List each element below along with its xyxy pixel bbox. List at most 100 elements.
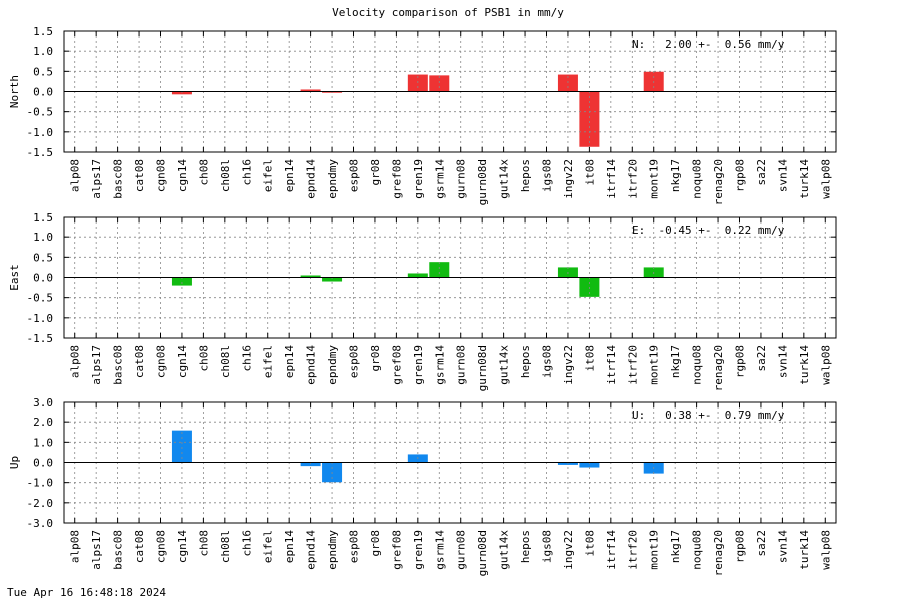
x-tick-label: itrf14 — [605, 345, 618, 385]
x-tick-label: gurn08d — [476, 345, 489, 391]
x-tick-label: hepos — [519, 345, 532, 378]
y-tick-label: -1.5 — [27, 146, 54, 159]
x-tick-label: gr08 — [369, 530, 382, 557]
x-tick-label: ingv22 — [562, 159, 575, 199]
velocity-annotation: U: 0.38 +- 0.79 mm/y — [632, 409, 785, 422]
x-tick-label: ch08l — [219, 345, 232, 378]
bar-gsrm14 — [429, 75, 450, 92]
x-tick-label: hepos — [519, 530, 532, 563]
x-tick-label: cgn08 — [155, 159, 168, 192]
x-tick-label: ch08l — [219, 159, 232, 192]
x-tick-label: ch16 — [240, 345, 253, 372]
x-tick-label: it08 — [583, 159, 596, 186]
x-tick-label: gurn08 — [455, 530, 468, 570]
x-tick-label: rgp08 — [734, 345, 747, 378]
x-tick-label: eifel — [262, 530, 275, 563]
x-tick-label: gsrm14 — [433, 159, 446, 199]
x-tick-label: alp08 — [69, 345, 82, 378]
x-tick-label: renag20 — [712, 530, 725, 576]
x-tick-label: nkg17 — [669, 159, 682, 192]
x-tick-label: itrf14 — [605, 159, 618, 199]
x-tick-label: epndmy — [326, 159, 339, 199]
x-tick-label: rgp08 — [734, 530, 747, 563]
timestamp: Tue Apr 16 16:48:18 2024 — [7, 586, 166, 599]
bar-epnd14 — [300, 275, 321, 278]
y-axis-label: Up — [8, 456, 21, 469]
x-tick-label: epn14 — [283, 345, 296, 378]
x-tick-label: ch08 — [197, 159, 210, 186]
x-tick-label: ch08l — [219, 530, 232, 563]
x-tick-label: nkg17 — [669, 345, 682, 378]
y-tick-label: 0.0 — [33, 86, 53, 99]
x-tick-label: ch16 — [240, 530, 253, 557]
panel-east: 1.5 1.0 0.5 0.0 -0.5 -1.0 -1.5 alp08 alps17 basc0… — [8, 211, 837, 391]
plot-frame — [63, 30, 837, 153]
y-axis-label: North — [8, 75, 21, 108]
x-tick-label: epndmy — [326, 530, 339, 570]
x-tick-label: it08 — [583, 530, 596, 557]
plot-frame — [63, 216, 837, 339]
y-tick-label: 0.5 — [33, 251, 53, 264]
y-tick-label: 1.0 — [33, 231, 53, 244]
x-tick-label: walp08 — [819, 345, 832, 385]
bar-it08 — [579, 91, 600, 147]
x-tick-label: eifel — [262, 159, 275, 192]
x-tick-label: epnd14 — [305, 159, 318, 199]
y-tick-label: 0.0 — [33, 272, 53, 285]
x-tick-label: epnd14 — [305, 530, 318, 570]
x-tick-label: gurn08d — [476, 530, 489, 576]
x-tick-label: svn14 — [776, 530, 789, 563]
bar-it08 — [579, 462, 600, 468]
x-tick-label: rgp08 — [734, 159, 747, 192]
y-tick-label: -0.5 — [27, 106, 54, 119]
y-tick-label: -1.0 — [27, 312, 54, 325]
x-tick-label: ingv22 — [562, 530, 575, 570]
bar-ingv22 — [557, 74, 578, 92]
x-tick-label: basc08 — [112, 159, 125, 199]
x-tick-label: gren19 — [412, 530, 425, 570]
x-tick-label: gurn08d — [476, 159, 489, 205]
x-tick-label: nkg17 — [669, 530, 682, 563]
x-tick-label: cat08 — [133, 159, 146, 192]
x-tick-label: cgn14 — [176, 530, 189, 563]
x-tick-label: sa22 — [755, 159, 768, 186]
x-tick-label: cgn08 — [155, 345, 168, 378]
x-tick-label: sa22 — [755, 530, 768, 557]
x-tick-label: alp08 — [69, 530, 82, 563]
bar-gsrm14 — [429, 262, 450, 278]
plot-frame — [63, 401, 837, 524]
y-axis-label: East — [8, 264, 21, 291]
x-tick-label: cat08 — [133, 345, 146, 378]
y-tick-label: -2.0 — [27, 497, 54, 510]
x-tick-label: alps17 — [90, 345, 103, 385]
x-tick-label: noqu08 — [691, 345, 704, 385]
x-tick-label: ingv22 — [562, 345, 575, 385]
x-tick-label: alps17 — [90, 159, 103, 199]
x-tick-label: gut14x — [498, 345, 511, 385]
x-tick-label: gref08 — [390, 159, 403, 199]
panel-north: 1.5 1.0 0.5 0.0 -0.5 -1.0 -1.5 alp08 alps17 basc0… — [8, 25, 837, 205]
y-tick-label: -1.0 — [27, 477, 54, 490]
x-tick-label: gref08 — [390, 345, 403, 385]
y-tick-label: 0.5 — [33, 65, 53, 78]
y-tick-label: -1.0 — [27, 126, 54, 139]
x-tick-label: alps17 — [90, 530, 103, 570]
x-tick-label: sa22 — [755, 345, 768, 372]
velocity-annotation: E: -0.45 +- 0.22 mm/y — [632, 224, 785, 237]
x-tick-label: renag20 — [712, 345, 725, 391]
x-tick-label: hepos — [519, 159, 532, 192]
x-tick-label: eifel — [262, 345, 275, 378]
x-tick-label: cgn08 — [155, 530, 168, 563]
bar-cgn14 — [171, 277, 192, 286]
x-tick-label: igs08 — [541, 530, 554, 563]
bar-epndmy — [322, 277, 343, 282]
bar-gren19 — [407, 273, 428, 278]
bar-cgn14 — [171, 430, 192, 463]
x-tick-label: noqu08 — [691, 159, 704, 199]
x-tick-label: ch08 — [197, 530, 210, 557]
x-tick-label: mont19 — [648, 530, 661, 570]
bar-epnd14 — [300, 89, 321, 92]
y-tick-label: -3.0 — [27, 517, 54, 530]
figure-title: Velocity comparison of PSB1 in mm/y — [332, 6, 564, 19]
